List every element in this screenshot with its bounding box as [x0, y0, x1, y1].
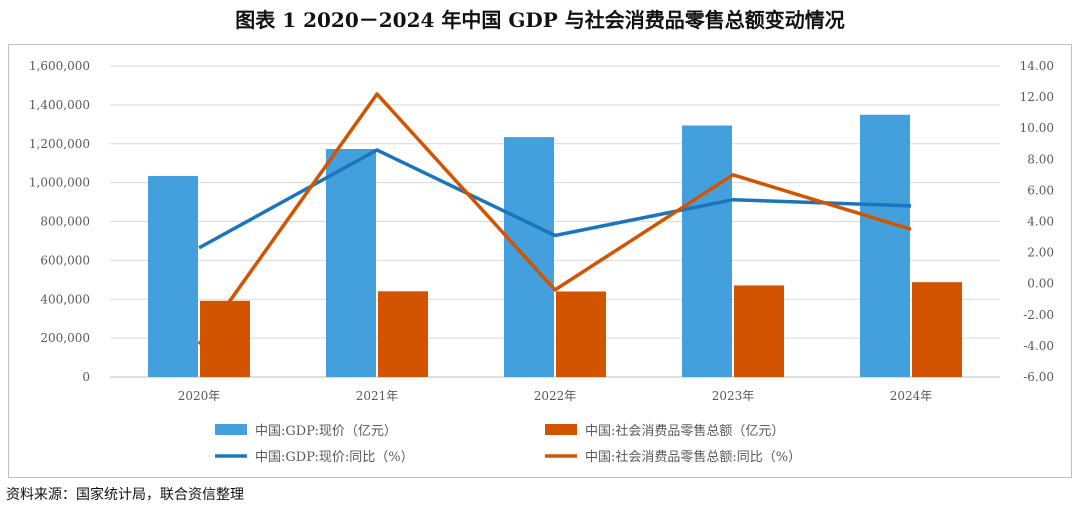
legend-label: 中国:社会消费品零售总额:同比（%） [585, 449, 801, 465]
left-tick-label: 1,200,000 [29, 137, 90, 151]
x-tick-label: 2023年 [712, 389, 755, 403]
gdp-bar [326, 148, 376, 377]
legend-label: 中国:GDP:现价:同比（%） [255, 450, 414, 465]
left-tick-label: 800,000 [40, 215, 90, 229]
retail-bar [378, 291, 428, 377]
gdp-growth-line [198, 148, 912, 250]
legend-swatch [215, 424, 247, 435]
left-tick-label: 1,400,000 [29, 98, 90, 112]
left-tick-label: 0 [82, 370, 90, 384]
right-tick-label: -6.00 [1023, 370, 1054, 384]
right-tick-label: 4.00 [1027, 215, 1054, 229]
x-tick-label: 2024年 [890, 389, 933, 403]
x-tick-label: 2022年 [534, 389, 577, 403]
right-tick-label: 8.00 [1027, 152, 1054, 166]
right-tick-label: 14.00 [1020, 59, 1054, 73]
right-tick-label: 10.00 [1020, 121, 1054, 135]
left-tick-label: 600,000 [40, 253, 90, 267]
x-tick-label: 2021年 [356, 389, 399, 403]
retail-bar [912, 282, 962, 377]
right-tick-label: 0.00 [1027, 277, 1054, 291]
right-tick-label: 2.00 [1027, 246, 1054, 260]
right-tick-label: 12.00 [1020, 90, 1054, 104]
chart-title: 图表 1 2020－2024 年中国 GDP 与社会消费品零售总额变动情况 [235, 8, 845, 32]
right-tick-label: -2.00 [1023, 308, 1054, 322]
right-tick-label: 6.00 [1027, 183, 1054, 197]
retail-bar [556, 291, 606, 377]
source-note: 资料来源：国家统计局，联合资信整理 [6, 487, 244, 503]
gdp-bar [682, 125, 732, 377]
left-tick-label: 400,000 [40, 292, 90, 306]
right-tick-label: -4.00 [1023, 339, 1054, 353]
gdp-bar [148, 176, 198, 377]
left-tick-label: 1,600,000 [29, 59, 90, 73]
gdp-bar [504, 137, 554, 377]
retail-bar [200, 300, 250, 377]
gdp-bar [860, 114, 910, 378]
retail-bar [734, 285, 784, 377]
x-tick-label: 2020年 [178, 389, 221, 403]
left-tick-label: 200,000 [40, 331, 90, 345]
legend-label: 中国:GDP:现价（亿元） [255, 424, 397, 439]
legend-swatch [545, 424, 577, 435]
retail-growth-line [197, 92, 912, 346]
left-tick-label: 1,000,000 [29, 176, 90, 190]
legend-label: 中国:社会消费品零售总额（亿元） [585, 423, 784, 439]
chart-frame [8, 44, 1072, 478]
